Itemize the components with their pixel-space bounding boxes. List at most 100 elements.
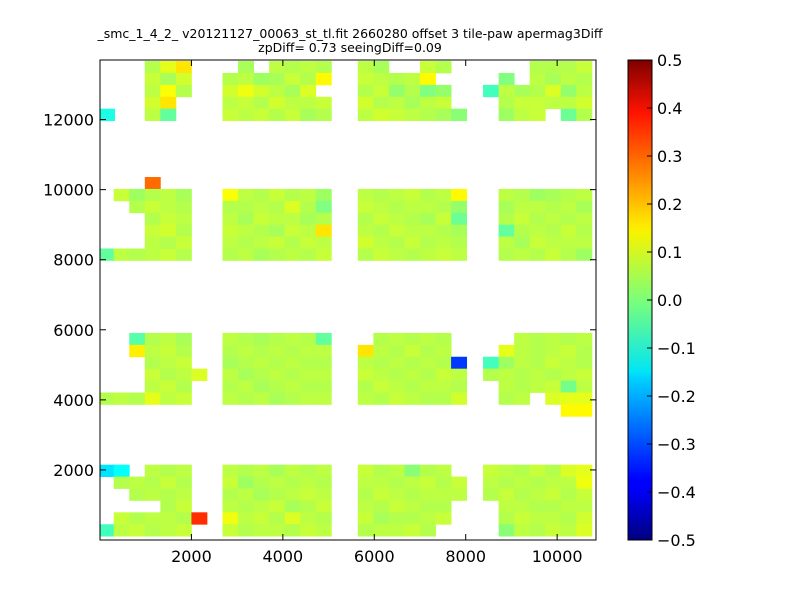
- heatmap-cell: [269, 200, 286, 214]
- heatmap-cell: [498, 72, 515, 86]
- heatmap-cell: [435, 61, 452, 74]
- heatmap-cell: [435, 356, 452, 370]
- heatmap-cell: [269, 108, 286, 122]
- heatmap-cell: [529, 512, 546, 525]
- heatmap-cell: [560, 84, 577, 98]
- heatmap-cell: [388, 392, 405, 405]
- heatmap-cell: [357, 236, 374, 249]
- heatmap-cell: [113, 512, 130, 525]
- heatmap-cell: [175, 72, 192, 86]
- heatmap-cell: [576, 212, 593, 226]
- heatmap-cell: [113, 248, 130, 261]
- heatmap-cell: [514, 96, 531, 110]
- heatmap-cell: [144, 188, 161, 202]
- heatmap-cell: [529, 344, 546, 358]
- heatmap-cell: [160, 212, 177, 226]
- heatmap-cell: [514, 356, 531, 370]
- heatmap-cell: [483, 356, 500, 370]
- heatmap-cell: [435, 392, 452, 405]
- heatmap-cell: [222, 524, 239, 537]
- heatmap-cell: [373, 524, 390, 537]
- heatmap-cell: [529, 356, 546, 370]
- heatmap-cell: [560, 332, 577, 346]
- heatmap-cell: [175, 61, 192, 74]
- heatmap-cell: [373, 512, 390, 525]
- heatmap-cell: [269, 524, 286, 537]
- heatmap-cell: [222, 344, 239, 358]
- y-tick-label: 4000: [53, 391, 94, 410]
- heatmap-cell: [315, 524, 332, 537]
- heatmap-cell: [144, 380, 161, 393]
- heatmap-cell: [315, 200, 332, 214]
- heatmap-cell: [388, 224, 405, 237]
- heatmap-cell: [435, 108, 452, 122]
- heatmap-cell: [144, 200, 161, 214]
- heatmap-cell: [129, 188, 146, 202]
- heatmap-cell: [191, 512, 208, 525]
- heatmap-cell: [253, 224, 270, 237]
- heatmap-cell: [388, 380, 405, 393]
- heatmap-cell: [545, 488, 562, 501]
- heatmap-cell: [483, 488, 500, 501]
- heatmap-cell: [420, 236, 436, 249]
- heatmap-cell: [404, 188, 421, 202]
- heatmap-cell: [222, 512, 239, 525]
- heatmap-cell: [284, 200, 301, 214]
- heatmap-cell: [222, 108, 239, 122]
- heatmap-cell: [357, 488, 374, 501]
- x-tick-label: 8000: [445, 547, 486, 566]
- heatmap-cell: [388, 368, 405, 381]
- heatmap-cell: [238, 332, 254, 346]
- heatmap-cell: [420, 84, 436, 98]
- heatmap-cell: [576, 368, 593, 381]
- heatmap-cell: [435, 380, 452, 393]
- heatmap-cell: [315, 72, 332, 86]
- heatmap-cell: [420, 524, 436, 537]
- heatmap-cell: [300, 464, 317, 477]
- heatmap-cell: [373, 500, 390, 513]
- heatmap-cell: [238, 72, 254, 86]
- heatmap-cell: [160, 61, 177, 74]
- heatmap-cell: [514, 380, 531, 393]
- heatmap-cell: [373, 224, 390, 237]
- heatmap-cell: [560, 356, 577, 370]
- heatmap-cell: [300, 200, 317, 214]
- heatmap-cell: [560, 248, 577, 261]
- y-tick-label: 2000: [53, 461, 94, 480]
- heatmap-cell: [545, 200, 562, 214]
- heatmap-cell: [222, 212, 239, 226]
- heatmap-cell: [175, 524, 192, 537]
- heatmap-cell: [315, 464, 332, 477]
- heatmap-cell: [420, 224, 436, 237]
- heatmap-cell: [129, 488, 146, 501]
- heatmap-cell: [238, 488, 254, 501]
- heatmap-cell: [514, 476, 531, 489]
- heatmap-cell: [357, 200, 374, 214]
- heatmap-cell: [560, 368, 577, 381]
- heatmap-cell: [576, 404, 593, 417]
- heatmap-cell: [560, 392, 577, 405]
- heatmap-cell: [300, 236, 317, 249]
- heatmap-cell: [435, 476, 452, 489]
- heatmap-cell: [269, 96, 286, 110]
- colorbar-tick-label: −0.3: [657, 435, 696, 454]
- heatmap-cell: [560, 512, 577, 525]
- heatmap-cell: [175, 84, 192, 98]
- heatmap-cell: [373, 108, 390, 122]
- heatmap-cell: [113, 524, 130, 537]
- heatmap-cell: [576, 248, 593, 261]
- heatmap-cell: [300, 188, 317, 202]
- heatmap-cell: [315, 500, 332, 513]
- heatmap-cell: [100, 464, 116, 477]
- heatmap-cell: [175, 200, 192, 214]
- heatmap-cell: [404, 368, 421, 381]
- heatmap-cell: [545, 512, 562, 525]
- heatmap-cell: [269, 344, 286, 358]
- heatmap-cell: [435, 248, 452, 261]
- heatmap-cell: [175, 488, 192, 501]
- heatmap-cell: [315, 212, 332, 226]
- heatmap-cell: [269, 236, 286, 249]
- colorbar-tick-label: −0.2: [657, 387, 696, 406]
- heatmap-cell: [357, 84, 374, 98]
- heatmap-cell: [222, 464, 239, 477]
